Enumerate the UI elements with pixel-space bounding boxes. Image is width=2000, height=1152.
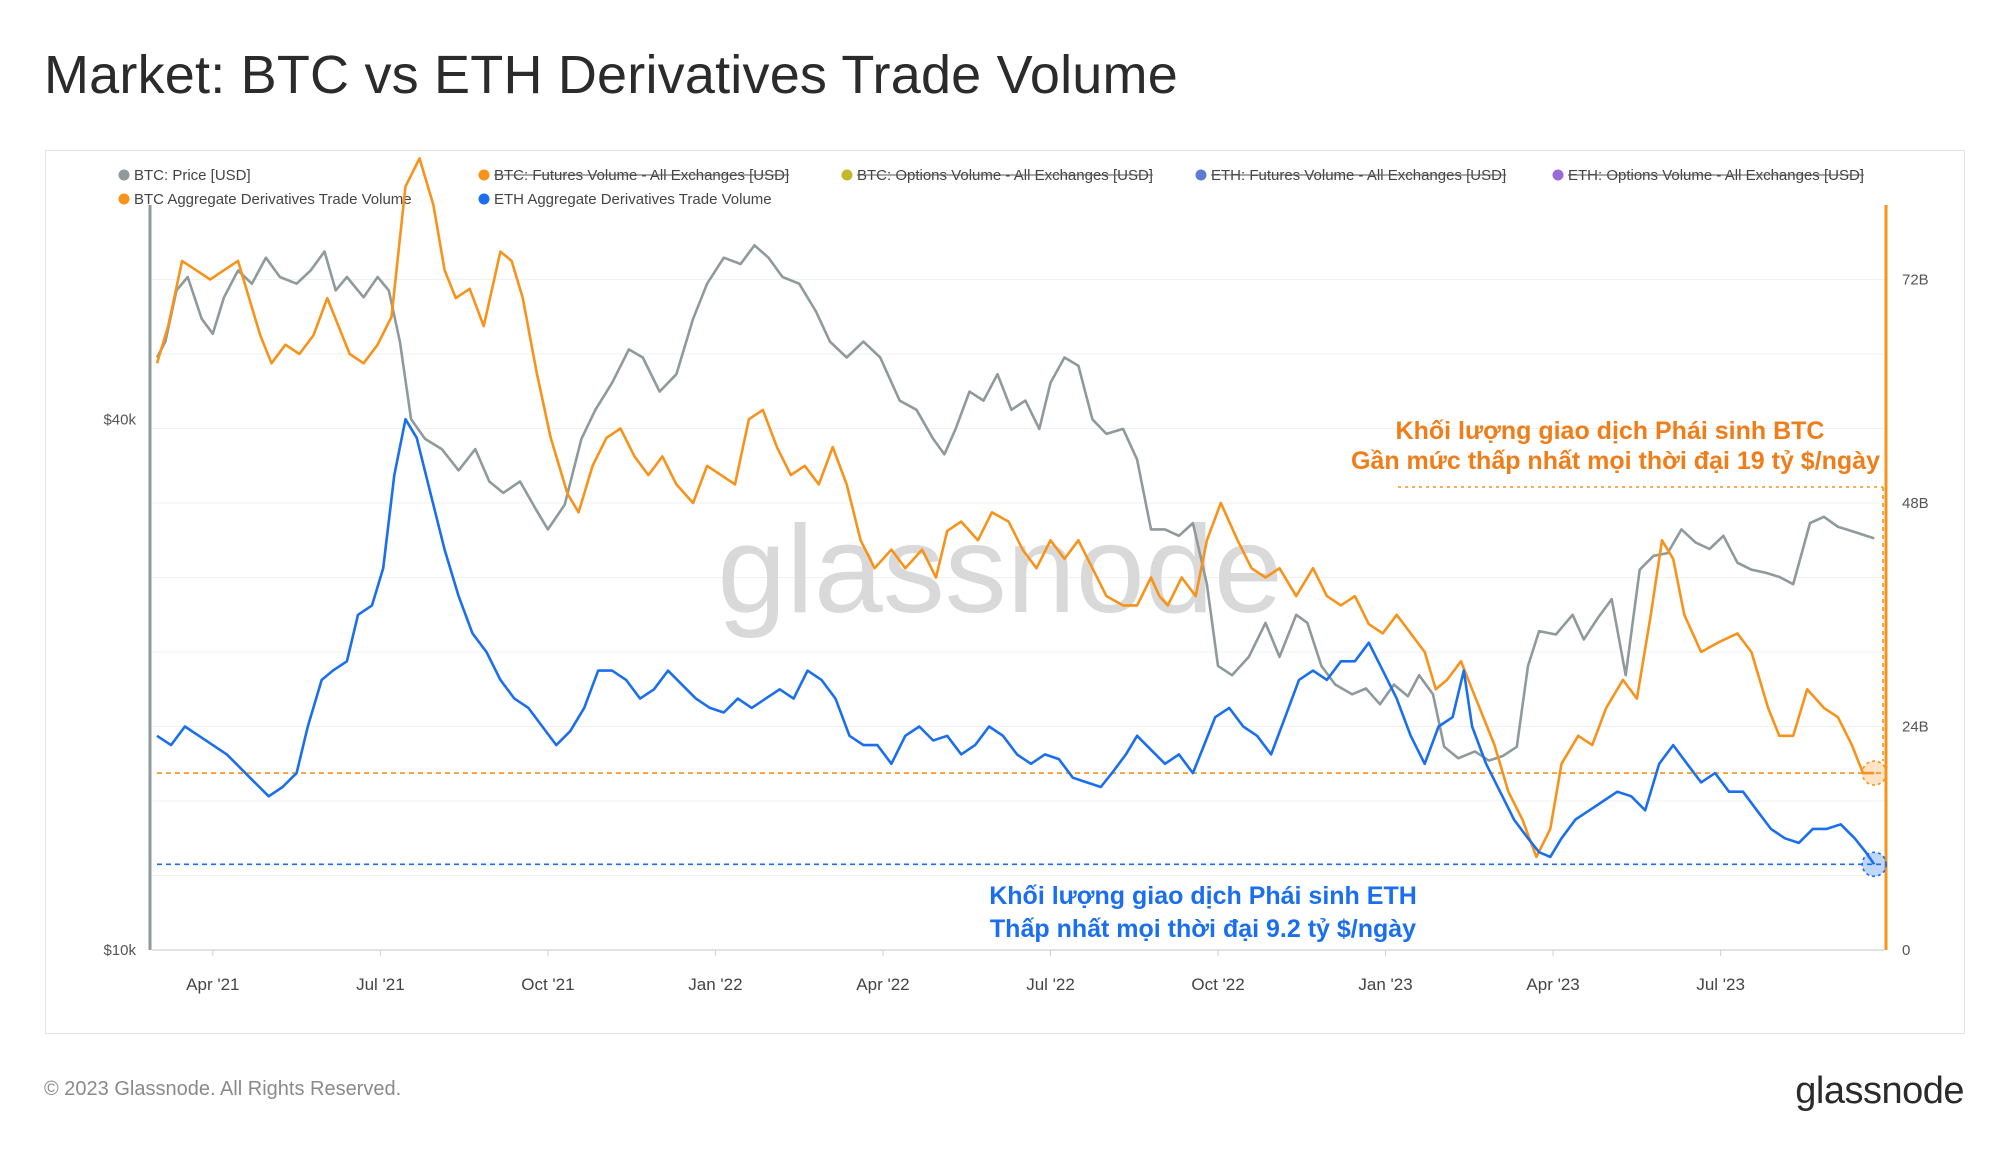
- legend-item[interactable]: BTC: Options Volume - All Exchanges [USD…: [841, 167, 1153, 184]
- x-tick-label: Apr '23: [1526, 975, 1579, 994]
- x-tick-label: Oct '21: [521, 975, 574, 994]
- btc-annotation-line1: Khối lượng giao dịch Phái sinh BTC: [1396, 417, 1825, 445]
- x-tick-label: Jan '22: [688, 975, 742, 994]
- series-line: [156, 417, 1876, 866]
- legend-item[interactable]: BTC: Price [USD]: [118, 167, 251, 184]
- legend-label: BTC: Price [USD]: [134, 167, 251, 184]
- endpoint-markers: [1398, 486, 1888, 878]
- chart-frame: [45, 150, 1965, 1034]
- y-right-ticks: 72B 48B 24B 0: [1902, 272, 1929, 960]
- eth-annotation-line1: Khối lượng giao dịch Phái sinh ETH: [989, 882, 1417, 910]
- legend-dot: [118, 193, 130, 205]
- page-title: Market: BTC vs ETH Derivatives Trade Vol…: [44, 45, 1178, 105]
- x-tick-label: Oct '22: [1191, 975, 1244, 994]
- y-right-tick-label: 0: [1902, 942, 1910, 959]
- legend-item[interactable]: ETH: Futures Volume - All Exchanges [USD…: [1195, 167, 1507, 184]
- legend-dot: [478, 169, 490, 181]
- y-left-tick-label: $40k: [103, 411, 136, 428]
- eth-endpoint-marker: [1861, 851, 1888, 878]
- x-tick-label: Jan '23: [1358, 975, 1412, 994]
- series: [155, 157, 1876, 866]
- brand-logo: glassnode: [1795, 1070, 1964, 1112]
- y-right-tick-label: 24B: [1902, 719, 1929, 736]
- series-line: [155, 157, 1875, 859]
- y-right-tick-label: 48B: [1902, 495, 1929, 512]
- legend-label: BTC Aggregate Derivatives Trade Volume: [134, 191, 412, 208]
- y-left-tick-label: $10k: [103, 942, 136, 959]
- y-right-tick-label: 72B: [1902, 272, 1929, 289]
- legend-dot: [478, 193, 490, 205]
- legend-dot: [1552, 169, 1564, 181]
- legend-dot: [118, 169, 130, 181]
- x-ticks: Apr '21 Jul '21 Oct '21 Jan '22 Apr '22 Jul '…: [186, 950, 1745, 994]
- legend-item[interactable]: BTC Aggregate Derivatives Trade Volume: [118, 191, 412, 208]
- watermark: glassnode: [717, 501, 1282, 639]
- btc-endpoint-marker: [1861, 760, 1888, 786]
- y-left-ticks: $40k $10k: [103, 411, 136, 959]
- legend-label: ETH Aggregate Derivatives Trade Volume: [494, 191, 772, 208]
- legend-item[interactable]: ETH Aggregate Derivatives Trade Volume: [478, 191, 772, 208]
- btc-annotation-line2: Gần mức thấp nhất mọi thời đại 19 tỷ $/n…: [1351, 447, 1880, 475]
- x-tick-label: Jul '23: [1696, 975, 1745, 994]
- legend-item[interactable]: ETH: Options Volume - All Exchanges [USD…: [1552, 167, 1864, 184]
- legend-item[interactable]: BTC: Futures Volume - All Exchanges [USD…: [478, 167, 790, 184]
- x-tick-label: Apr '22: [856, 975, 909, 994]
- legend: BTC: Price [USD] BTC: Futures Volume - Al…: [118, 167, 1864, 208]
- eth-annotation-line2: Thấp nhất mọi thời đại 9.2 tỷ $/ngày: [990, 915, 1416, 943]
- x-tick-label: Jul '21: [356, 975, 405, 994]
- copyright: © 2023 Glassnode. All Rights Reserved.: [44, 1078, 402, 1100]
- reference-lines: [157, 772, 1886, 866]
- x-tick-label: Apr '21: [186, 975, 239, 994]
- x-tick-label: Jul '22: [1026, 975, 1075, 994]
- legend-dot: [1195, 169, 1207, 181]
- gridlines: [152, 279, 1884, 876]
- series-line: [155, 244, 1875, 762]
- legend-dot: [841, 169, 853, 181]
